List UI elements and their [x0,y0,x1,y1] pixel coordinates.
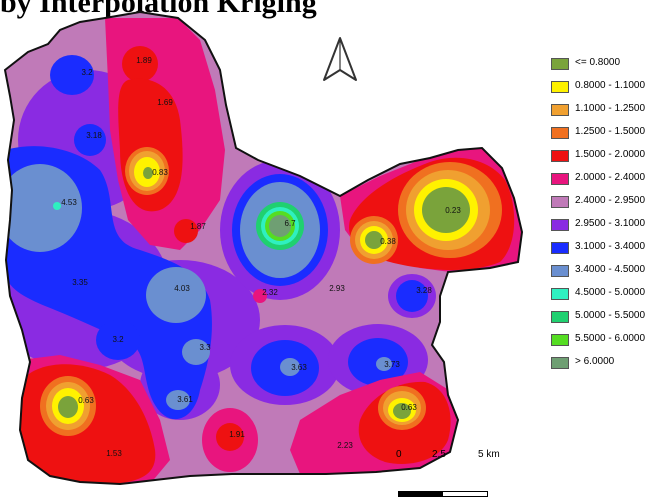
legend-swatch [551,311,569,323]
scale-bar: 0 2.5 5 km [396,449,500,499]
point-label: 1.91 [229,430,245,439]
legend-swatch [551,127,569,139]
point-label: 2.32 [262,288,278,297]
legend-item: 4.5000 - 5.0000 [551,287,651,302]
legend-label: 2.9500 - 3.1000 [575,218,646,229]
point-label: 0.38 [380,237,396,246]
legend-swatch [551,242,569,254]
point-label: 0.63 [401,403,417,412]
point-label: 1.89 [136,56,152,65]
legend-label: 3.1000 - 3.4000 [575,241,646,252]
point-label: 3.63 [291,363,307,372]
legend-item: <= 0.8000 [551,57,651,72]
legend-swatch [551,219,569,231]
legend-item: 1.2500 - 1.5000 [551,126,651,141]
point-label: 3.2 [112,335,124,344]
point-label: 0.83 [152,168,168,177]
legend-swatch [551,196,569,208]
point-label: 2.23 [337,441,353,450]
legend-label: > 6.0000 [575,356,615,367]
point-label: 1.53 [106,449,122,458]
legend-swatch [551,104,569,116]
legend-item: 5.0000 - 5.5000 [551,310,651,325]
north-arrow-icon [323,37,357,81]
point-label: 4.03 [174,284,190,293]
scale-label: 0 [396,449,402,460]
scale-label: 2.5 [432,449,446,460]
legend-swatch [551,173,569,185]
point-label: 1.69 [157,98,173,107]
legend-item: 3.1000 - 3.4000 [551,241,651,256]
legend-item: > 6.0000 [551,356,651,371]
legend-label: 1.2500 - 1.5000 [575,126,646,137]
point-label: 3.35 [72,278,88,287]
legend-label: 2.4000 - 2.9500 [575,195,646,206]
legend-label: 5.0000 - 5.5000 [575,310,646,321]
point-label: 3.18 [86,131,102,140]
legend-label: 0.8000 - 1.1000 [575,80,646,91]
legend-swatch [551,288,569,300]
legend-label: <= 0.8000 [575,57,621,68]
point-label: 4.53 [61,198,77,207]
legend-item: 2.4000 - 2.9500 [551,195,651,210]
legend-swatch [551,357,569,369]
point-label: 6.7 [284,219,296,228]
legend-label: 5.5000 - 6.0000 [575,333,646,344]
legend-swatch [551,265,569,277]
legend-swatch [551,81,569,93]
legend-label: 3.4000 - 4.5000 [575,264,646,275]
legend-item: 2.0000 - 2.4000 [551,172,651,187]
legend-label: 4.5000 - 5.0000 [575,287,646,298]
scale-bar-white-segment [442,491,488,497]
point-label: 1.87 [190,222,206,231]
legend-swatch [551,150,569,162]
legend-label: 2.0000 - 2.4000 [575,172,646,183]
legend-item: 1.1000 - 1.2500 [551,103,651,118]
legend-label: 1.5000 - 2.0000 [575,149,646,160]
legend-swatch [551,334,569,346]
legend-item: 1.5000 - 2.0000 [551,149,651,164]
legend-item: 0.8000 - 1.1000 [551,80,651,95]
map-title: by Interpolation Kriging [0,0,317,19]
point-label: 2.93 [329,284,345,293]
point-label: 3.2 [81,68,93,77]
legend-item: 5.5000 - 6.0000 [551,333,651,348]
scale-label: 5 km [478,449,500,460]
point-label: 0.63 [78,396,94,405]
point-label: 3.73 [384,360,400,369]
legend-item: 3.4000 - 4.5000 [551,264,651,279]
legend-label: 1.1000 - 1.2500 [575,103,646,114]
point-label: 3.28 [416,286,432,295]
point-label: 3.61 [177,395,193,404]
scale-bar-black-segment [398,491,442,497]
point-label: 3.3 [199,343,211,352]
legend-swatch [551,58,569,70]
point-label: 0.23 [445,206,461,215]
study-area-boundary [3,10,524,486]
legend-item: 2.9500 - 3.1000 [551,218,651,233]
